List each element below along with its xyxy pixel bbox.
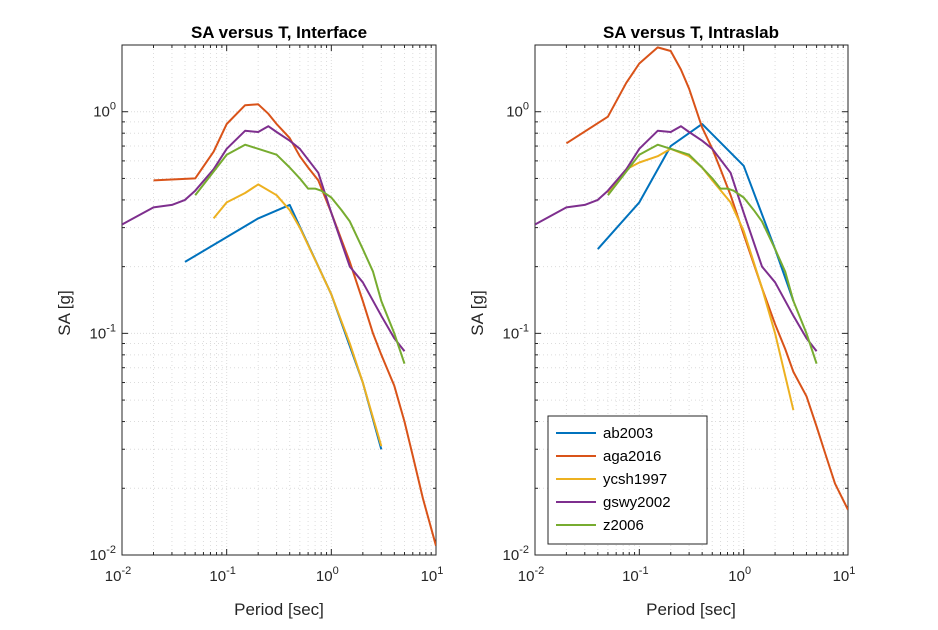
y-axis-label: SA [g] (55, 290, 74, 335)
legend-entry-label: aga2016 (603, 448, 661, 465)
legend-entry-label: z2006 (603, 517, 644, 534)
series-line-gswy2002 (122, 125, 406, 352)
x-tick-label: 100 (728, 565, 751, 585)
x-tick-label: 101 (421, 565, 444, 585)
series-group (122, 103, 436, 547)
x-axis-label: Period [sec] (646, 600, 736, 619)
axes-intraslab: SA versus T, Intraslab Period [sec] SA [… (468, 23, 855, 619)
axes-interface: SA versus T, Interface Period [sec] SA [… (55, 23, 443, 619)
y-tick-label: 10-1 (90, 322, 116, 342)
x-tick-label: 10-1 (209, 565, 235, 585)
x-tick-label: 101 (833, 565, 856, 585)
series-line-aga2016 (153, 103, 436, 547)
legend-entry-label: gswy2002 (603, 494, 671, 511)
x-tick-label: 10-2 (518, 565, 544, 585)
legend-entry-label: ab2003 (603, 425, 653, 442)
series-line-aga2016 (565, 46, 848, 511)
series-line-z2006 (194, 143, 406, 365)
y-tick-label: 100 (506, 101, 529, 121)
series-group (535, 46, 848, 511)
x-tick-label: 100 (316, 565, 339, 585)
chart-title: SA versus T, Interface (191, 23, 367, 42)
series-line-gswy2002 (535, 125, 818, 352)
series-line-ycsh1997 (212, 183, 383, 447)
grid (121, 44, 437, 556)
axes-box (121, 44, 437, 556)
x-tick-label: 10-1 (622, 565, 648, 585)
series-line-z2006 (607, 143, 818, 365)
chart-title: SA versus T, Intraslab (603, 23, 779, 42)
x-tick-label: 10-2 (105, 565, 131, 585)
legend: ab2003 aga2016 ycsh1997 gswy2002 z2006 (547, 415, 708, 545)
x-axis-label: Period [sec] (234, 600, 324, 619)
y-tick-label: 10-2 (503, 544, 529, 564)
y-tick-label: 10-2 (90, 544, 116, 564)
plot-area (122, 45, 436, 555)
axes-box (534, 44, 849, 556)
y-tick-label: 100 (93, 101, 116, 121)
y-axis-label: SA [g] (468, 290, 487, 335)
legend-entry-label: ycsh1997 (603, 471, 667, 488)
y-tick-label: 10-1 (503, 322, 529, 342)
